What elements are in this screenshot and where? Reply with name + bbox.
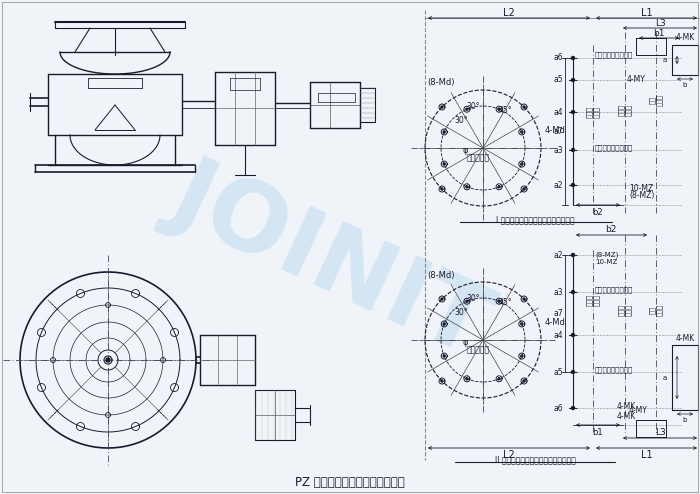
Text: 4-Md: 4-Md: [545, 125, 566, 134]
Text: a3: a3: [554, 146, 563, 155]
Text: 4-MK: 4-MK: [617, 412, 636, 420]
Circle shape: [523, 298, 525, 300]
Circle shape: [571, 290, 575, 293]
Text: 减速器高速轴中心线: 减速器高速轴中心线: [595, 52, 634, 58]
Text: L3: L3: [654, 427, 666, 437]
Text: 圆盘中心线: 圆盘中心线: [466, 345, 489, 355]
Circle shape: [523, 106, 525, 108]
Text: 4-MK: 4-MK: [676, 333, 694, 342]
Text: a: a: [663, 374, 667, 380]
Text: 减速器高速轴中心线: 减速器高速轴中心线: [595, 367, 634, 373]
Text: a7: a7: [554, 127, 563, 136]
Circle shape: [571, 56, 575, 59]
Text: 减速器低速轴中心线: 减速器低速轴中心线: [595, 287, 634, 293]
Text: a6: a6: [554, 404, 563, 412]
Text: 30°: 30°: [466, 101, 480, 111]
Circle shape: [523, 188, 525, 190]
Text: b2: b2: [593, 207, 603, 216]
Circle shape: [571, 253, 575, 256]
Circle shape: [521, 163, 523, 165]
Text: JOINIT: JOINIT: [157, 146, 503, 374]
Circle shape: [571, 111, 575, 114]
Circle shape: [441, 106, 443, 108]
Text: (8-Md): (8-Md): [427, 79, 455, 87]
Circle shape: [443, 355, 445, 357]
Circle shape: [571, 79, 575, 82]
Text: φ: φ: [462, 146, 468, 155]
Text: 30°: 30°: [466, 293, 480, 302]
Text: (8-MZ)
10-MZ: (8-MZ) 10-MZ: [595, 251, 618, 265]
Circle shape: [466, 186, 468, 188]
Circle shape: [466, 108, 468, 110]
Circle shape: [441, 188, 443, 190]
Text: 45°: 45°: [498, 297, 512, 306]
Text: a3: a3: [554, 288, 563, 296]
Text: 45°: 45°: [498, 106, 512, 115]
Text: (8-MZ): (8-MZ): [629, 191, 655, 200]
Text: a6: a6: [554, 53, 563, 63]
Text: a2: a2: [554, 250, 563, 259]
Text: a4: a4: [554, 108, 563, 117]
Circle shape: [466, 300, 468, 302]
Circle shape: [498, 186, 500, 188]
Text: 减速器低速轴中心线: 减速器低速轴中心线: [595, 145, 634, 151]
Text: L2: L2: [503, 8, 515, 18]
Circle shape: [443, 163, 445, 165]
Circle shape: [521, 355, 523, 357]
Circle shape: [521, 323, 523, 325]
Text: 水料置
中心线: 水料置 中心线: [618, 104, 632, 116]
Circle shape: [521, 131, 523, 133]
Text: a7: a7: [554, 309, 563, 318]
Text: b1: b1: [593, 427, 603, 437]
Circle shape: [571, 149, 575, 152]
Text: a: a: [663, 57, 667, 63]
Text: 10-MZ: 10-MZ: [629, 183, 653, 193]
Text: φ: φ: [462, 337, 468, 346]
Text: PZ 型座式圆盘给料机安装尺寸图: PZ 型座式圆盘给料机安装尺寸图: [295, 476, 405, 489]
Text: 30°: 30°: [454, 307, 468, 317]
Circle shape: [571, 183, 575, 187]
Circle shape: [441, 298, 443, 300]
Circle shape: [571, 370, 575, 373]
Circle shape: [443, 131, 445, 133]
Text: I 组传动布置方式地脚螺栓平面布置图: I 组传动布置方式地脚螺栓平面布置图: [496, 215, 574, 224]
Circle shape: [498, 378, 500, 380]
Text: a4: a4: [554, 330, 563, 339]
Circle shape: [498, 108, 500, 110]
Text: 30°: 30°: [454, 116, 468, 124]
Text: L1: L1: [641, 450, 653, 460]
Circle shape: [571, 407, 575, 410]
Text: b: b: [682, 82, 687, 88]
Text: L2: L2: [503, 450, 515, 460]
Text: 减速器
中心线: 减速器 中心线: [586, 106, 600, 118]
Text: a2: a2: [554, 180, 563, 190]
Text: 减速器
中心线: 减速器 中心线: [586, 294, 600, 306]
Circle shape: [466, 378, 468, 380]
Text: 储筒
中心线: 储筒 中心线: [649, 304, 663, 316]
Text: L1: L1: [641, 8, 653, 18]
Text: (8-Md): (8-Md): [427, 271, 455, 280]
Circle shape: [571, 333, 575, 336]
Text: a5: a5: [554, 368, 563, 376]
Circle shape: [523, 380, 525, 382]
Circle shape: [106, 358, 110, 362]
Text: b1: b1: [653, 29, 665, 38]
Text: 4-MY: 4-MY: [627, 75, 646, 83]
Text: 储筒
中心线: 储筒 中心线: [649, 94, 663, 106]
Text: b: b: [682, 417, 687, 423]
Circle shape: [498, 300, 500, 302]
Text: 4-MK: 4-MK: [617, 402, 636, 411]
Circle shape: [441, 380, 443, 382]
Text: 4-Md: 4-Md: [545, 318, 566, 327]
Text: 圆盘中心线: 圆盘中心线: [466, 154, 489, 163]
Circle shape: [443, 323, 445, 325]
Text: b2: b2: [606, 224, 617, 234]
Text: L3: L3: [654, 18, 666, 28]
Text: 4-MK: 4-MK: [676, 34, 694, 42]
Text: 水料置
中心线: 水料置 中心线: [618, 304, 632, 316]
Text: II 型传动布置方式地脚螺栓平面布置图: II 型传动布置方式地脚螺栓平面布置图: [495, 455, 575, 464]
Text: a5: a5: [554, 76, 563, 84]
Text: 4-MY: 4-MY: [629, 406, 648, 414]
